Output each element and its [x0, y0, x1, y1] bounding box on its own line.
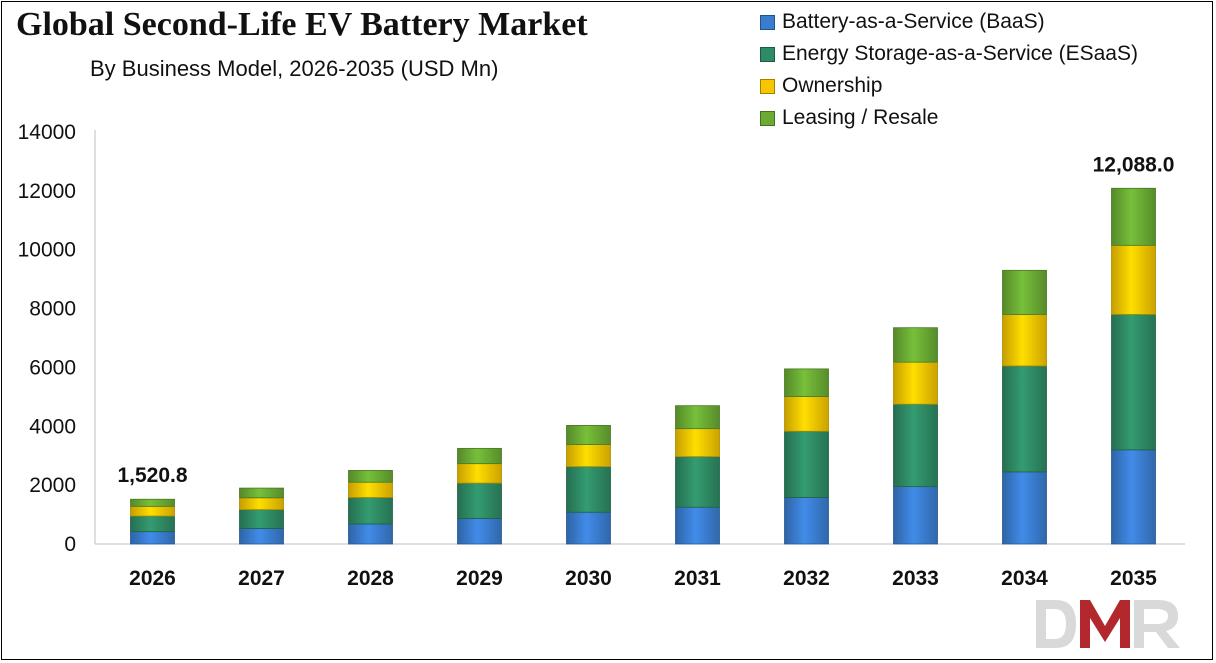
- legend: Battery-as-a-Service (BaaS) Energy Stora…: [760, 6, 1138, 134]
- bar-2030-battery-as-a-service-baas: [566, 511, 611, 545]
- bar-2033-ownership: [893, 361, 938, 405]
- bars: [130, 187, 1156, 545]
- legend-swatch-esaas: [760, 46, 775, 62]
- bar-2031-ownership: [675, 428, 720, 457]
- y-tick-label-10000: 10000: [18, 239, 76, 262]
- bar-2031-battery-as-a-service-baas: [675, 506, 720, 545]
- y-tick-label-6000: 6000: [29, 356, 76, 379]
- bar-2029-energy-storage-as-a-service-esaas: [457, 482, 502, 519]
- bar-2028-ownership: [348, 481, 393, 498]
- x-tick-label-2035: 2035: [1110, 567, 1157, 590]
- bar-2032-ownership: [784, 396, 829, 432]
- x-tick-label-2034: 2034: [1001, 567, 1048, 590]
- bar-2029-leasing-resale: [457, 447, 502, 465]
- bar-2028-leasing-resale: [348, 470, 393, 483]
- x-tick-label-2028: 2028: [347, 567, 394, 590]
- y-tick-label-8000: 8000: [29, 298, 76, 321]
- bar-2030-energy-storage-as-a-service-esaas: [566, 466, 611, 513]
- legend-label-esaas: Energy Storage-as-a-Service (ESaaS): [782, 42, 1138, 65]
- chart-subtitle: By Business Model, 2026-2035 (USD Mn): [90, 56, 499, 81]
- legend-swatch-ownership: [760, 78, 775, 94]
- legend-item-esaas: Energy Storage-as-a-Service (ESaaS): [760, 38, 1138, 70]
- legend-item-ownership: Ownership: [760, 70, 1138, 102]
- bar-2026-ownership: [130, 505, 175, 517]
- x-tick-label-2029: 2029: [456, 567, 503, 590]
- legend-item-baas: Battery-as-a-Service (BaaS): [760, 6, 1138, 38]
- x-tick-label-2031: 2031: [674, 567, 721, 590]
- legend-label-baas: Battery-as-a-Service (BaaS): [782, 10, 1045, 33]
- bar-2029-battery-as-a-service-baas: [457, 517, 502, 545]
- bar-2026-battery-as-a-service-baas: [130, 531, 175, 545]
- x-tick-label-2027: 2027: [238, 567, 285, 590]
- bar-2026-leasing-resale: [130, 498, 175, 507]
- bar-2027-ownership: [239, 497, 284, 510]
- annotations: 1,520.8 12,088.0: [117, 153, 1174, 487]
- y-tick-label-14000: 14000: [18, 121, 76, 144]
- legend-swatch-baas: [760, 14, 775, 30]
- y-tick-label-0: 0: [64, 533, 76, 556]
- bar-2030-ownership: [566, 444, 611, 468]
- bar-2034-energy-storage-as-a-service-esaas: [1002, 365, 1047, 473]
- total-label-2035: 12,088.0: [1093, 153, 1175, 176]
- bar-2026-energy-storage-as-a-service-esaas: [130, 515, 175, 533]
- dmr-logo: [1036, 600, 1180, 648]
- bar-2035-energy-storage-as-a-service-esaas: [1111, 314, 1156, 451]
- bar-2031-energy-storage-as-a-service-esaas: [675, 456, 720, 508]
- bar-2032-energy-storage-as-a-service-esaas: [784, 430, 829, 498]
- bar-2034-ownership: [1002, 314, 1047, 367]
- y-tick-label-12000: 12000: [18, 180, 76, 203]
- bar-2030-leasing-resale: [566, 425, 611, 445]
- legend-label-ownership: Ownership: [782, 74, 883, 97]
- bar-2035-battery-as-a-service-baas: [1111, 449, 1156, 545]
- legend-item-leasing: Leasing / Resale: [760, 102, 1138, 134]
- bar-2027-battery-as-a-service-baas: [239, 528, 284, 545]
- bar-2032-battery-as-a-service-baas: [784, 497, 829, 545]
- bar-2027-leasing-resale: [239, 487, 284, 499]
- legend-label-leasing: Leasing / Resale: [782, 106, 939, 129]
- bar-2028-battery-as-a-service-baas: [348, 523, 393, 545]
- bar-2033-energy-storage-as-a-service-esaas: [893, 403, 938, 488]
- bar-2033-leasing-resale: [893, 327, 938, 363]
- bar-2034-leasing-resale: [1002, 269, 1047, 315]
- x-tick-label-2033: 2033: [892, 567, 939, 590]
- x-tick-label-2032: 2032: [783, 567, 830, 590]
- x-tick-label-2026: 2026: [129, 567, 176, 590]
- legend-swatch-leasing: [760, 110, 775, 126]
- chart-title: Global Second-Life EV Battery Market: [16, 6, 588, 43]
- bar-2035-ownership: [1111, 244, 1156, 315]
- bar-2032-leasing-resale: [784, 368, 829, 397]
- bar-2027-energy-storage-as-a-service-esaas: [239, 509, 284, 529]
- bar-2033-battery-as-a-service-baas: [893, 486, 938, 545]
- x-axis: 2026 2027 2028 2029 2030 2031 2032 2033 2034 2035: [95, 543, 1185, 590]
- y-tick-label-4000: 4000: [29, 415, 76, 438]
- bar-2029-ownership: [457, 463, 502, 484]
- y-tick-label-2000: 2000: [29, 474, 76, 497]
- bar-2035-leasing-resale: [1111, 187, 1156, 246]
- y-axis: 0 2000 4000 6000 8000 10000 12000 14000: [18, 121, 96, 556]
- total-label-2026: 1,520.8: [117, 464, 187, 487]
- bar-2031-leasing-resale: [675, 405, 720, 430]
- x-tick-label-2030: 2030: [565, 567, 612, 590]
- bar-2028-energy-storage-as-a-service-esaas: [348, 497, 393, 525]
- bar-2034-battery-as-a-service-baas: [1002, 471, 1047, 545]
